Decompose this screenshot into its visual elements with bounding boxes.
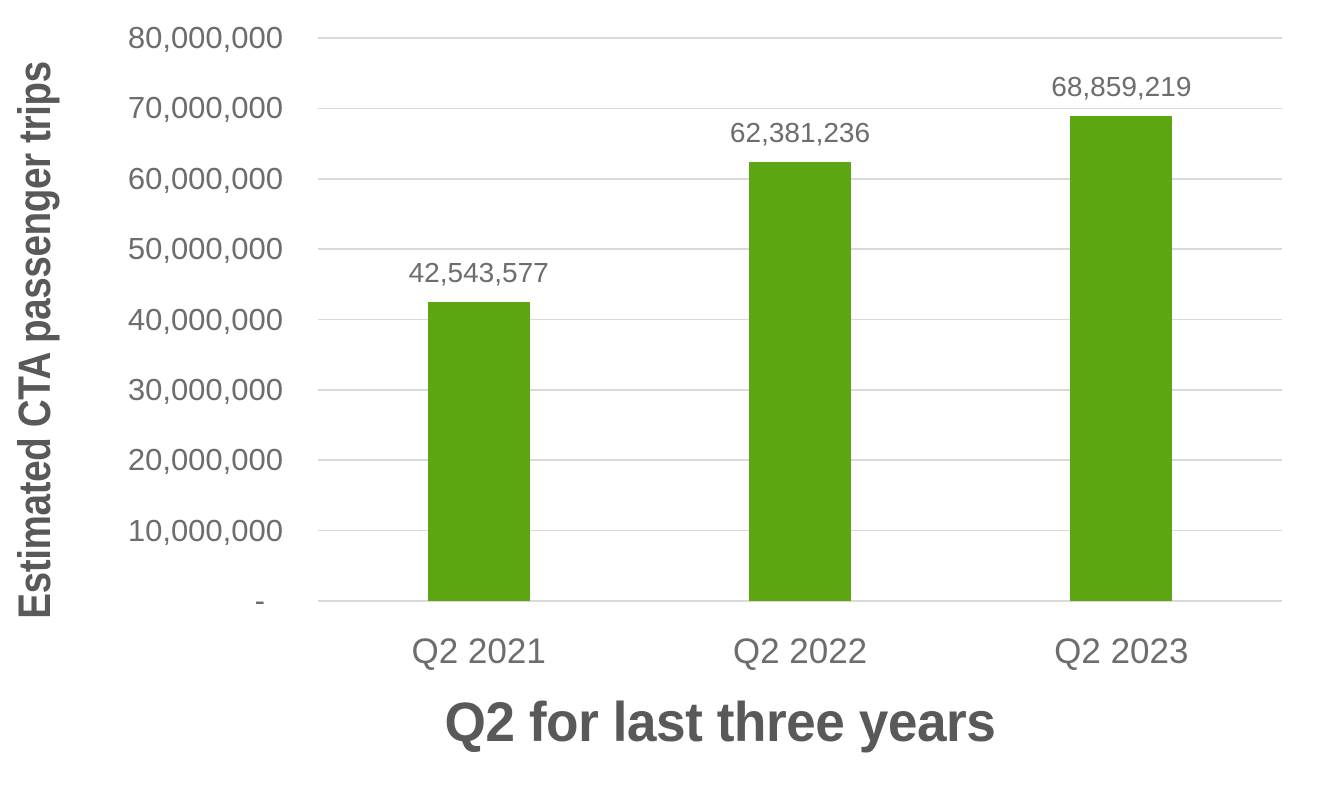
y-axis-tick-label: 10,000,000	[127, 512, 283, 548]
y-axis-tick-label: 80,000,000	[127, 20, 283, 55]
y-axis-tick-label: 40,000,000	[127, 301, 283, 337]
bar-value-label: 62,381,236	[729, 117, 871, 148]
bar	[749, 162, 851, 601]
x-axis-category-label: Q2 2023	[1054, 632, 1189, 671]
y-axis-tick-label: 20,000,000	[127, 442, 283, 478]
gridline	[318, 107, 1282, 110]
x-axis-category-label: Q2 2021	[411, 632, 546, 671]
gridline	[318, 37, 1282, 39]
x-axis-title: Q2 for last three years	[444, 690, 996, 753]
bar	[1070, 116, 1173, 601]
bar	[427, 301, 530, 601]
x-axis-category-label: Q2 2022	[732, 632, 868, 671]
bar-value-label: 68,859,219	[1051, 71, 1192, 103]
x-axis-title-box: Q2 for last three years	[120, 692, 1320, 752]
y-axis-tick-label: 30,000,000	[127, 371, 283, 407]
y-axis-title-box: Estimated CTA passenger trips	[0, 40, 70, 640]
y-axis-tick-label: -	[254, 583, 265, 618]
y-axis-tick-label: 50,000,000	[127, 231, 283, 267]
plot-area: 42,543,577 62,381,236 68,859,219	[318, 37, 1282, 602]
y-axis-title: Estimated CTA passenger trips	[9, 61, 60, 619]
y-axis-tick-label: 60,000,000	[127, 160, 283, 196]
y-axis-tick-label: 70,000,000	[127, 90, 283, 126]
bar-value-label: 42,543,577	[408, 256, 549, 288]
